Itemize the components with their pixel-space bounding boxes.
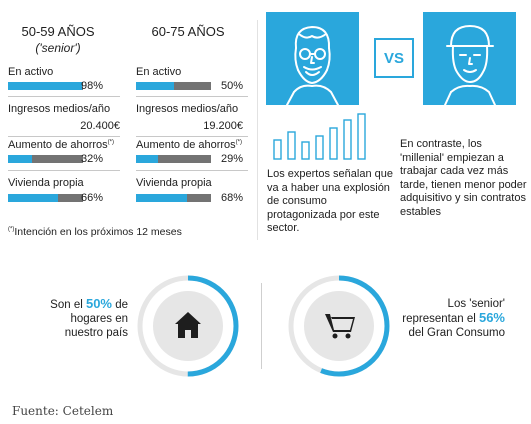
millenial-avatar xyxy=(423,12,516,106)
divider xyxy=(136,170,248,171)
metric-value: 29% xyxy=(220,153,243,165)
group-senior-title: 50-59 AÑOS xyxy=(21,24,95,39)
metric-label: Aumento de ahorros(*) xyxy=(136,139,243,151)
ring-progress xyxy=(137,275,239,377)
metric-bar-fill xyxy=(136,155,158,163)
metric-bar xyxy=(136,155,211,163)
group-older-title: 60-75 AÑOS xyxy=(151,24,225,39)
group-senior-subtitle: ('senior') xyxy=(35,41,81,55)
millenial-paragraph: En contraste, los 'millenial' empiezan a… xyxy=(400,138,527,218)
metric-label: Vivienda propia xyxy=(136,177,212,189)
senior-face-icon xyxy=(286,26,339,106)
section-divider xyxy=(257,20,258,240)
divider xyxy=(8,96,120,97)
stat-ring-households xyxy=(137,275,239,377)
metric-label: En activo xyxy=(136,66,182,78)
metric-bar-fill xyxy=(8,82,82,90)
metric-value: 20.400€ xyxy=(80,120,120,132)
divider xyxy=(8,136,120,137)
metric-bar-fill xyxy=(8,194,58,202)
metric-bar xyxy=(136,194,211,202)
divider xyxy=(136,136,248,137)
versus-badge: VS xyxy=(374,38,414,78)
metric-label: Vivienda propia xyxy=(8,177,84,189)
icon-background xyxy=(304,291,374,361)
ring-progress xyxy=(288,275,390,377)
growth-bars-icon xyxy=(273,113,366,160)
divider xyxy=(136,96,248,97)
stat-text: Son el 50% de hogares en nuestro país xyxy=(50,296,128,340)
metric-label: Aumento de ahorros(*) xyxy=(8,139,115,151)
metric-bar xyxy=(8,82,83,90)
source-credit: Fuente: Cetelem xyxy=(12,404,114,418)
stat-ring-consumption xyxy=(288,275,390,377)
metric-label: Ingresos medios/año xyxy=(136,103,239,115)
senior-avatar xyxy=(266,12,359,106)
metric-value: 68% xyxy=(220,192,243,204)
metric-bar xyxy=(8,194,83,202)
metric-bar-fill xyxy=(136,194,187,202)
senior-paragraph: Los expertos señalan que va a haber una … xyxy=(267,168,393,234)
metric-value: 66% xyxy=(80,192,103,204)
metric-bar xyxy=(8,155,83,163)
footnote: (*)Intención en los próximos 12 meses xyxy=(8,226,182,238)
stats-divider xyxy=(261,283,262,369)
shopping-cart-icon xyxy=(325,314,355,339)
stat-text: Los 'senior' representan el 56% del Gran… xyxy=(402,298,505,339)
metric-value: 19.200€ xyxy=(203,120,243,132)
house-icon xyxy=(175,312,201,338)
metric-bar-fill xyxy=(8,155,32,163)
divider xyxy=(8,170,120,171)
metric-label: Ingresos medios/año xyxy=(8,103,111,115)
metric-value: 98% xyxy=(80,80,103,92)
metric-bar-fill xyxy=(136,82,174,90)
millenial-face-icon xyxy=(444,25,496,106)
metric-label: En activo xyxy=(8,66,54,78)
metric-value: 50% xyxy=(220,80,243,92)
metric-bar xyxy=(136,82,211,90)
metric-value: 32% xyxy=(80,153,103,165)
